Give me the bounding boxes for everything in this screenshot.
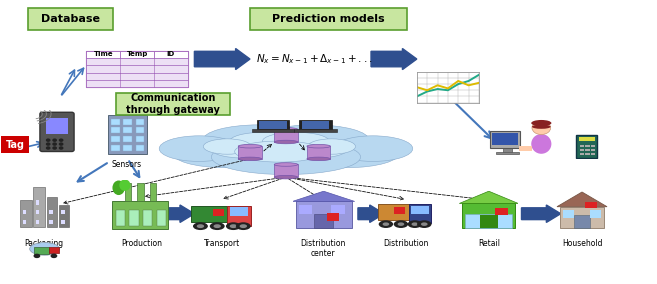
Text: Communication
through gateway: Communication through gateway [126,93,220,115]
Bar [238,146,261,159]
Text: Household: Household [562,239,602,248]
Bar [1,136,29,153]
Bar [307,146,330,159]
Text: Distribution
center: Distribution center [301,239,346,258]
FancyArrow shape [358,205,384,222]
Text: Sensors: Sensors [112,160,142,169]
Ellipse shape [296,137,400,168]
Ellipse shape [171,137,276,168]
Bar [87,80,188,87]
Ellipse shape [307,145,330,148]
Ellipse shape [258,125,369,156]
Ellipse shape [235,141,324,162]
Bar [299,120,332,130]
Text: Prediction models: Prediction models [272,14,385,24]
Ellipse shape [274,176,298,179]
Bar [256,120,289,130]
FancyBboxPatch shape [250,9,407,30]
FancyBboxPatch shape [28,9,112,30]
Bar [154,51,188,58]
Bar [302,121,329,129]
FancyArrow shape [194,49,250,70]
Ellipse shape [262,132,329,151]
Bar [274,164,298,177]
Ellipse shape [285,139,348,158]
Text: Time: Time [93,51,113,57]
Ellipse shape [203,125,315,156]
Bar [87,72,188,80]
FancyBboxPatch shape [116,93,231,115]
FancyArrow shape [371,49,417,70]
Ellipse shape [307,139,355,154]
Text: Tag: Tag [6,140,24,150]
Ellipse shape [159,136,238,161]
Bar [294,129,336,132]
Ellipse shape [211,139,273,158]
Text: Packaging: Packaging [24,239,64,248]
Text: $N_x = N_{x-1} + \Delta_{x-1} + ...$: $N_x = N_{x-1} + \Delta_{x-1} + ...$ [256,52,373,66]
Ellipse shape [238,157,261,161]
Text: Distribution: Distribution [383,239,428,248]
Text: Production: Production [122,239,162,248]
Ellipse shape [180,130,392,171]
Bar [274,129,298,142]
Ellipse shape [212,139,361,175]
Bar [87,51,188,87]
FancyArrow shape [165,205,194,222]
Ellipse shape [229,132,296,151]
Bar [87,51,120,58]
Ellipse shape [216,135,343,160]
Ellipse shape [307,157,330,161]
Ellipse shape [333,136,413,161]
Text: Transport: Transport [204,239,240,248]
Bar [252,129,294,132]
Text: Database: Database [41,14,100,24]
Text: Temp: Temp [126,51,148,57]
Bar [120,51,154,58]
Bar [259,121,286,129]
Text: Retail: Retail [478,239,500,248]
Ellipse shape [274,163,298,166]
Ellipse shape [238,145,261,148]
Text: ID: ID [167,51,175,57]
Bar [87,65,188,72]
Ellipse shape [204,139,251,154]
Ellipse shape [274,128,298,131]
Bar [87,58,188,65]
Ellipse shape [274,140,298,144]
FancyArrow shape [522,205,560,222]
